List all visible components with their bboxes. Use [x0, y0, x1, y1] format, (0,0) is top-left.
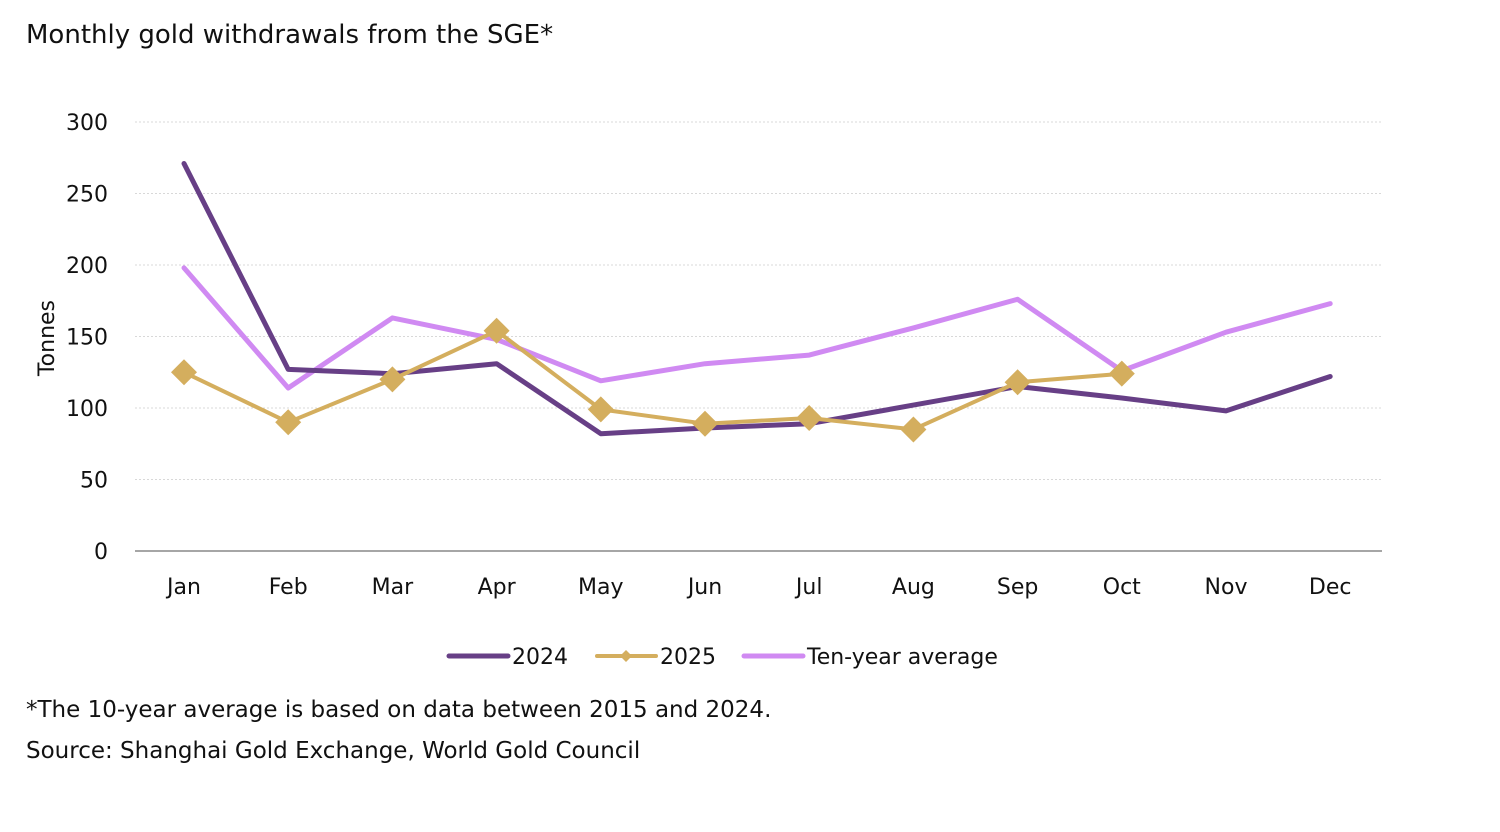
x-tick-label: Jul — [794, 575, 823, 600]
chart-title: Monthly gold withdrawals from the SGE* — [26, 20, 554, 50]
y-tick-label: 100 — [66, 397, 108, 422]
data-point-marker — [171, 359, 197, 386]
legend-marker — [620, 650, 632, 662]
data-point-marker — [587, 396, 614, 423]
legend-item: Ten-year average — [741, 645, 998, 670]
legend-label: 2024 — [512, 645, 568, 670]
x-tick-label: Jan — [165, 575, 201, 600]
chart: 0 50 100 150 200 250 300 Jan Feb Mar Apr May Jun Jul… — [35, 111, 1382, 670]
y-tick-label: 250 — [66, 183, 108, 208]
series-2024 — [181, 161, 1333, 437]
data-point-marker — [900, 416, 927, 443]
data-point-marker — [1004, 369, 1031, 396]
series-line — [181, 161, 1333, 437]
y-tick-label: 50 — [80, 469, 108, 494]
legend-item: 2024 — [446, 645, 568, 670]
legend-item: 2025 — [595, 645, 716, 670]
y-tick-label: 300 — [66, 111, 108, 136]
x-tick-label: Dec — [1309, 575, 1352, 600]
source-note: Source: Shanghai Gold Exchange, World Go… — [26, 738, 641, 764]
series-lines — [171, 161, 1333, 443]
legend-label: Ten-year average — [806, 645, 998, 670]
x-tick-label: Jun — [686, 575, 722, 600]
data-point-marker — [483, 317, 510, 344]
footnote: *The 10-year average is based on data be… — [26, 697, 772, 723]
legend: 2024 2025 Ten-year average — [446, 645, 998, 670]
series-line — [182, 328, 1124, 432]
data-point-marker — [1108, 360, 1135, 387]
y-tick-label: 150 — [66, 326, 108, 351]
x-tick-label: Mar — [372, 575, 414, 600]
y-tick-label: 0 — [94, 540, 108, 565]
series-line — [181, 265, 1333, 391]
legend-label: 2025 — [660, 645, 716, 670]
data-point-marker — [796, 405, 823, 432]
x-axis-tick-labels: Jan Feb Mar Apr May Jun Jul Aug Sep Oct Nov Dec — [165, 575, 1351, 600]
series-ten-year-average — [181, 265, 1333, 391]
y-axis-label: Tonnes — [35, 300, 60, 377]
x-tick-label: Sep — [997, 575, 1038, 600]
x-tick-label: Apr — [478, 575, 517, 600]
data-point-marker — [275, 409, 302, 436]
y-tick-label: 200 — [66, 254, 108, 279]
data-point-marker — [379, 366, 406, 393]
series-2025 — [171, 317, 1135, 443]
x-tick-label: May — [578, 575, 623, 600]
data-point-marker — [692, 410, 718, 437]
y-axis-tick-labels: 0 50 100 150 200 250 300 — [66, 111, 108, 565]
x-tick-label: Nov — [1205, 575, 1248, 600]
x-tick-label: Aug — [892, 575, 935, 600]
x-tick-label: Oct — [1103, 575, 1141, 600]
x-tick-label: Feb — [269, 575, 308, 600]
